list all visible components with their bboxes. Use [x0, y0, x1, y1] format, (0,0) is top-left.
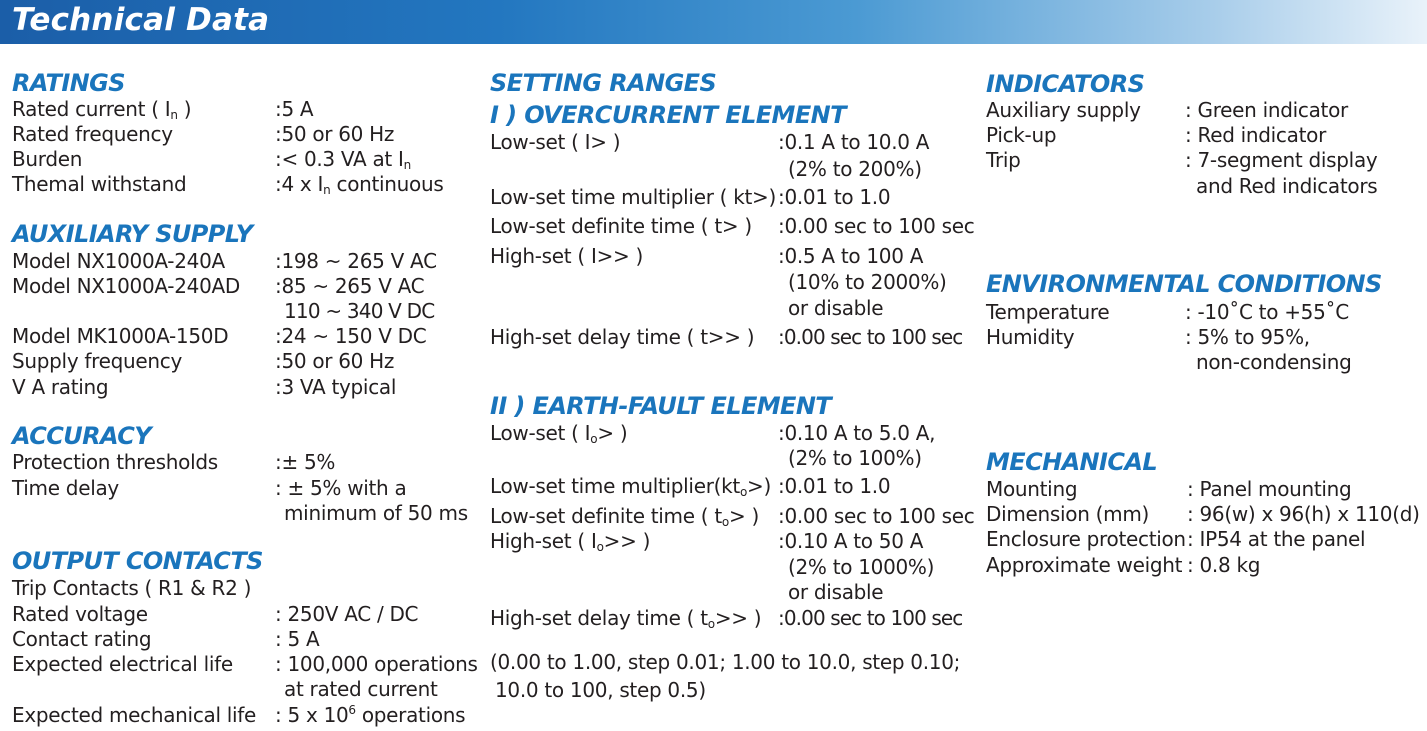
mechanical-row-label: Approximate weight — [986, 553, 1183, 577]
output-row-value: : 250V AC / DC — [275, 602, 419, 626]
mechanical-row-value: : 96(w) x 96(h) x 110(d) — [1187, 502, 1420, 526]
ef-high-set-delay-label: High-set delay time ( to>> ) — [490, 606, 762, 631]
output-row-value-cont: at rated current — [284, 677, 438, 701]
ef-high-set-label: High-set ( Io>> ) — [490, 529, 651, 554]
mechanical-life-value: : 5 x 106 operations — [275, 703, 466, 727]
indicator-row-value: : Red indicator — [1185, 123, 1326, 147]
ef-high-set-delay-value: :0.00 sec to 100 sec — [778, 606, 963, 630]
earth-fault-heading: II ) EARTH-FAULT ELEMENT — [490, 392, 832, 420]
accuracy-row-value: :± 5% — [275, 450, 336, 474]
oc-row-value: :0.1 A to 10.0 A — [778, 130, 930, 154]
oc-row-value: :0.01 to 1.0 — [778, 185, 891, 209]
aux-row-value: :3 VA typical — [275, 375, 397, 399]
ef-low-set-value-cont: (2% to 100%) — [788, 446, 922, 470]
oc-row-value: :0.5 A to 100 A — [778, 244, 924, 268]
ef-high-set-value: :0.10 A to 50 A — [778, 529, 924, 553]
ef-low-set-label: Low-set ( Io> ) — [490, 421, 628, 446]
rated-current-label: Rated current ( In ) — [12, 97, 192, 122]
step-note-line-2: 10.0 to 100, step 0.5) — [495, 678, 706, 702]
oc-row-value-cont: (2% to 200%) — [788, 157, 922, 181]
mechanical-heading: MECHANICAL — [986, 448, 1158, 476]
output-row-label: Contact rating — [12, 627, 152, 651]
oc-row-label: High-set delay time ( t>> ) — [490, 325, 755, 349]
indicator-row-label: Pick-up — [986, 123, 1057, 147]
mechanical-row-label: Mounting — [986, 477, 1078, 501]
aux-row-value: :50 or 60 Hz — [275, 349, 395, 373]
indicator-row-label: Trip — [986, 148, 1021, 172]
accuracy-row-value-cont: minimum of 50 ms — [284, 501, 468, 525]
auxiliary-supply-heading: AUXILIARY SUPPLY — [12, 220, 253, 248]
aux-row-label: Supply frequency — [12, 349, 183, 373]
environment-row-value: : -10˚C to +55˚C — [1185, 300, 1349, 324]
aux-row-label: V A rating — [12, 375, 109, 399]
output-row-label: Rated voltage — [12, 602, 148, 626]
page-title: Technical Data — [12, 2, 270, 38]
ef-definite-time-value: :0.00 sec to 100 sec — [778, 504, 975, 528]
accuracy-row-label: Time delay — [12, 476, 119, 500]
oc-row-label: High-set ( I>> ) — [490, 244, 644, 268]
mechanical-row-label: Dimension (mm) — [986, 502, 1150, 526]
ef-definite-time-label: Low-set definite time ( to> ) — [490, 504, 759, 529]
mechanical-row-label: Enclosure protection — [986, 527, 1186, 551]
aux-row-label: Model NX1000A-240A — [12, 249, 225, 273]
burden-label: Burden — [12, 147, 83, 171]
ef-low-set-value: :0.10 A to 5.0 A, — [778, 421, 936, 445]
oc-row-value: :0.00 sec to 100 sec — [778, 214, 975, 238]
indicator-row-value: : Green indicator — [1185, 98, 1348, 122]
environment-row-value: : 5% to 95%, — [1185, 325, 1310, 349]
ef-high-set-value-cont: (2% to 1000%) — [788, 555, 935, 579]
environment-row-label: Humidity — [986, 325, 1075, 349]
accuracy-row-value: : ± 5% with a — [275, 476, 407, 500]
oc-row-label: Low-set ( I> ) — [490, 130, 621, 154]
indicator-row-label: Auxiliary supply — [986, 98, 1141, 122]
environmental-heading: ENVIRONMENTAL CONDITIONS — [986, 270, 1382, 298]
environment-row-label: Temperature — [986, 300, 1110, 324]
rated-current-value: :5 A — [275, 97, 314, 121]
aux-row-value: :24 ~ 150 V DC — [275, 324, 427, 348]
ef-high-set-value-cont: or disable — [788, 580, 884, 604]
mechanical-row-value: : IP54 at the panel — [1187, 527, 1366, 551]
thermal-withstand-value: :4 x In continuous — [275, 172, 444, 197]
rated-frequency-label: Rated frequency — [12, 122, 173, 146]
ratings-heading: RATINGS — [12, 69, 126, 97]
ef-time-multiplier-label: Low-set time multiplier(kto>) — [490, 474, 771, 499]
environment-row-value-cont: non-condensing — [1196, 350, 1352, 374]
oc-row-value-cont: or disable — [788, 296, 884, 320]
aux-row-value: :198 ~ 265 V AC — [275, 249, 437, 273]
accuracy-heading: ACCURACY — [12, 422, 152, 450]
output-row-value: : 100,000 operations — [275, 652, 478, 676]
oc-row-label: Low-set definite time ( t> ) — [490, 214, 752, 238]
setting-ranges-heading: SETTING RANGES — [490, 69, 717, 97]
indicator-row-value: : 7-segment display — [1185, 148, 1378, 172]
rated-frequency-value: :50 or 60 Hz — [275, 122, 395, 146]
ef-time-multiplier-value: :0.01 to 1.0 — [778, 474, 891, 498]
indicator-row-value-cont: and Red indicators — [1196, 174, 1378, 198]
mechanical-row-value: : 0.8 kg — [1187, 553, 1261, 577]
overcurrent-heading: I ) OVERCURRENT ELEMENT — [490, 101, 847, 129]
indicators-heading: INDICATORS — [986, 70, 1145, 98]
aux-row-label: Model MK1000A-150D — [12, 324, 229, 348]
aux-row-value: :85 ~ 265 V AC — [275, 274, 425, 298]
aux-row-value-cont: 110 ~ 340 V DC — [284, 299, 435, 323]
mechanical-life-label: Expected mechanical life — [12, 703, 257, 727]
burden-value: :< 0.3 VA at In — [275, 147, 411, 172]
oc-row-value-cont: (10% to 2000%) — [788, 270, 947, 294]
title-banner — [0, 0, 1427, 44]
output-contacts-heading: OUTPUT CONTACTS — [12, 547, 263, 575]
mechanical-row-value: : Panel mounting — [1187, 477, 1352, 501]
aux-row-label: Model NX1000A-240AD — [12, 274, 240, 298]
oc-row-value: :0.00 sec to 100 sec — [778, 325, 963, 349]
thermal-withstand-label: Themal withstand — [12, 172, 187, 196]
output-row-label: Expected electrical life — [12, 652, 233, 676]
oc-row-label: Low-set time multiplier ( kt>) — [490, 185, 777, 209]
trip-contacts-label: Trip Contacts ( R1 & R2 ) — [12, 576, 252, 600]
accuracy-row-label: Protection thresholds — [12, 450, 218, 474]
output-row-value: : 5 A — [275, 627, 320, 651]
step-note-line-1: (0.00 to 1.00, step 0.01; 1.00 to 10.0, … — [490, 650, 961, 674]
